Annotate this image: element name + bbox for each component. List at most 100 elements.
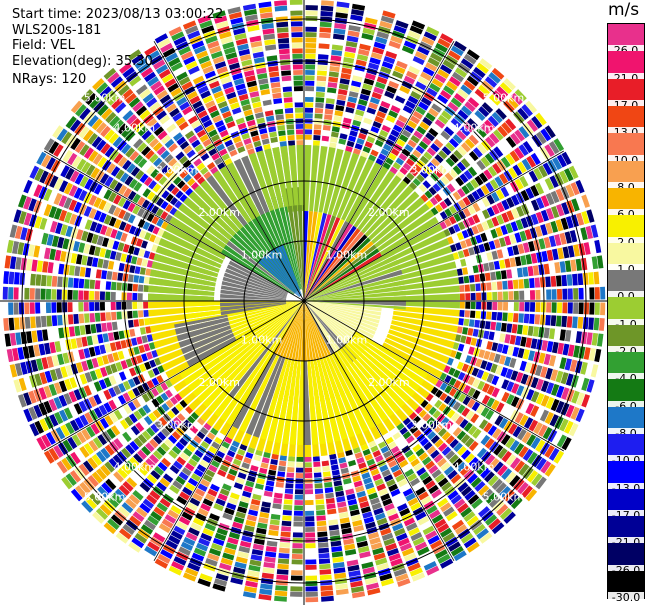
gate-cell <box>384 90 395 99</box>
velocity-gate <box>219 166 256 221</box>
velocity-gate <box>210 242 294 295</box>
gate-cell <box>13 379 22 393</box>
gate-cell <box>421 456 432 466</box>
gate-cell <box>14 317 20 330</box>
velocity-gate <box>241 155 270 214</box>
gate-cell <box>105 226 113 237</box>
gate-cell <box>49 175 59 188</box>
velocity-gate <box>313 359 334 444</box>
gate-cell <box>387 459 398 468</box>
gate-cell <box>149 153 159 164</box>
gate-cell <box>378 153 387 161</box>
gate-cell <box>531 116 543 129</box>
gate-cell <box>219 105 230 114</box>
gate-cell <box>91 471 103 484</box>
gate-cell <box>275 585 288 591</box>
gate-cell <box>143 250 151 259</box>
gate-cell <box>484 438 495 449</box>
gate-cell <box>179 170 189 179</box>
gate-cell <box>200 440 210 449</box>
gate-cell <box>370 125 380 134</box>
gate-cell <box>241 132 250 140</box>
gate-cell <box>157 431 167 441</box>
gate-cell <box>166 103 177 113</box>
gate-cell <box>250 554 263 561</box>
gate-cell <box>277 563 289 570</box>
gate-cell <box>125 444 136 455</box>
gate-cell <box>379 216 439 256</box>
gate-cell <box>407 30 421 40</box>
gate-cell <box>355 59 367 67</box>
gate-cell <box>523 417 534 429</box>
gate-cell <box>511 383 520 394</box>
gate-cell <box>229 492 240 500</box>
gate-cell <box>305 37 317 43</box>
velocity-gate <box>169 216 224 253</box>
gate-cell <box>211 441 220 450</box>
gate-cell <box>394 95 406 104</box>
gate-cell <box>314 488 324 494</box>
gate-cell <box>191 453 201 463</box>
gate-cell <box>320 590 334 597</box>
velocity-gate <box>258 260 300 298</box>
gate-cell <box>233 78 245 86</box>
gate-cell <box>559 418 569 432</box>
gate-cell <box>528 419 539 432</box>
gate-cell <box>161 221 169 230</box>
gate-cell <box>390 129 400 138</box>
gate-cell <box>321 135 330 142</box>
gate-cell <box>495 365 503 376</box>
gate-cell <box>521 431 532 444</box>
gate-cell <box>362 146 371 154</box>
gate-cell <box>295 473 304 479</box>
gate-cell <box>304 489 314 495</box>
gate-cell <box>140 524 154 535</box>
gate-cell <box>316 509 326 516</box>
gate-cell <box>86 359 94 370</box>
gate-cell <box>141 393 151 403</box>
gate-cell <box>403 517 416 527</box>
gate-cell <box>330 55 342 62</box>
gate-cell <box>373 552 386 561</box>
gate-cell <box>112 352 120 362</box>
gate-cell <box>149 359 157 368</box>
gate-cell <box>122 211 131 222</box>
gate-cell <box>467 97 480 108</box>
gate-cell <box>571 198 580 212</box>
gate-cell <box>8 271 15 285</box>
gate-cell <box>336 99 346 106</box>
gate-cell <box>321 595 334 602</box>
gate-cell <box>453 379 462 389</box>
gate-cell <box>409 115 421 125</box>
gate-cell <box>490 321 497 331</box>
gate-cell <box>81 500 94 513</box>
gate-cell <box>496 249 504 259</box>
gate-cell <box>550 275 557 287</box>
gate-cell <box>313 461 321 467</box>
gate-cell <box>443 85 455 96</box>
gate-cell <box>327 87 337 94</box>
gate-cell <box>100 225 108 236</box>
gate-cell <box>341 527 352 535</box>
velocity-gate <box>304 301 374 339</box>
gate-cell <box>305 516 315 522</box>
gate-cell <box>467 205 476 215</box>
velocity-gate <box>220 289 287 300</box>
gate-cell <box>146 165 156 175</box>
gate-cell <box>146 379 155 389</box>
gate-cell <box>14 225 23 240</box>
gate-cell <box>111 98 123 110</box>
gate-cell <box>473 523 486 536</box>
gate-cell <box>487 115 499 127</box>
gate-cell <box>480 406 490 418</box>
gate-cell <box>228 468 238 477</box>
gate-cell <box>217 162 226 170</box>
gate-cell <box>284 102 293 109</box>
gate-cell <box>276 27 289 33</box>
gate-cell <box>491 311 497 321</box>
gate-cell <box>437 523 450 534</box>
velocity-gate <box>265 198 301 290</box>
gate-cell <box>168 158 178 168</box>
gate-cell <box>208 45 222 55</box>
gate-cell <box>408 182 418 191</box>
